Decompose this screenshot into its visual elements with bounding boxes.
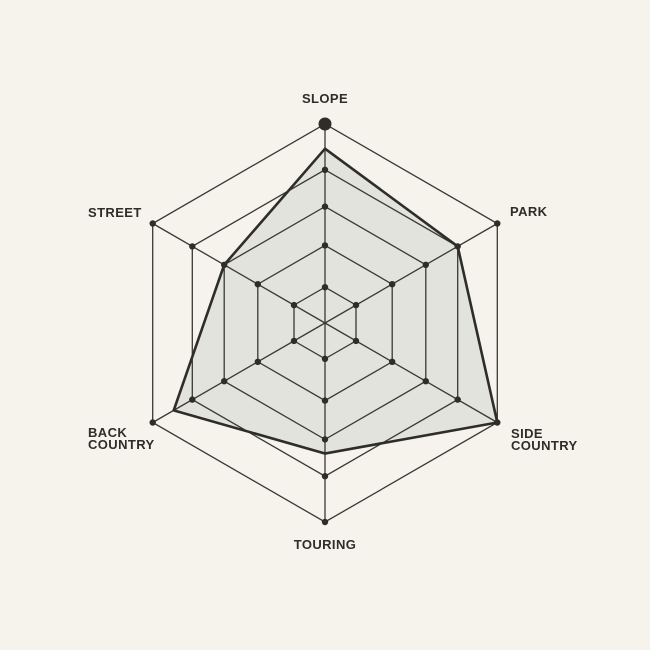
grid-dot — [290, 301, 298, 309]
grid-dot — [189, 396, 196, 403]
grid-dot — [352, 337, 360, 345]
axis-label-back-country: BACK COUNTRY — [88, 425, 155, 452]
grid-dot — [321, 284, 329, 291]
grid-dot — [221, 378, 228, 385]
grid-dot — [290, 337, 298, 345]
axis-label-street: STREET — [88, 205, 142, 220]
grid-dot — [352, 301, 360, 309]
grid-dot — [321, 436, 329, 443]
grid-dot — [389, 281, 396, 288]
grid-dot — [454, 396, 461, 403]
axis-label-slope: SLOPE — [301, 91, 349, 106]
grid-dot — [389, 358, 396, 365]
grid-dot — [321, 355, 329, 362]
grid-dot — [321, 397, 329, 404]
axis-label-side-country: SIDE COUNTRY — [511, 426, 578, 453]
grid-dot — [254, 281, 261, 288]
data-polygon-outline — [172, 146, 499, 455]
grid-dot — [254, 358, 261, 365]
grid-dot — [149, 220, 156, 227]
axis-label-touring: TOURING — [293, 537, 357, 552]
grid-dot — [321, 518, 329, 526]
data-polygon-fill — [173, 148, 498, 454]
grid-dot — [422, 261, 429, 268]
grid-dot — [321, 166, 329, 173]
grid-dot — [321, 203, 329, 210]
grid-dot — [321, 242, 329, 249]
grid-dot — [321, 473, 329, 480]
grid-dot — [189, 243, 196, 250]
axis-label-park: PARK — [510, 204, 548, 219]
slope-highlight-dot — [318, 117, 332, 131]
grid-dot — [422, 378, 429, 385]
grid-dot — [149, 419, 156, 426]
grid-dot — [494, 220, 501, 227]
